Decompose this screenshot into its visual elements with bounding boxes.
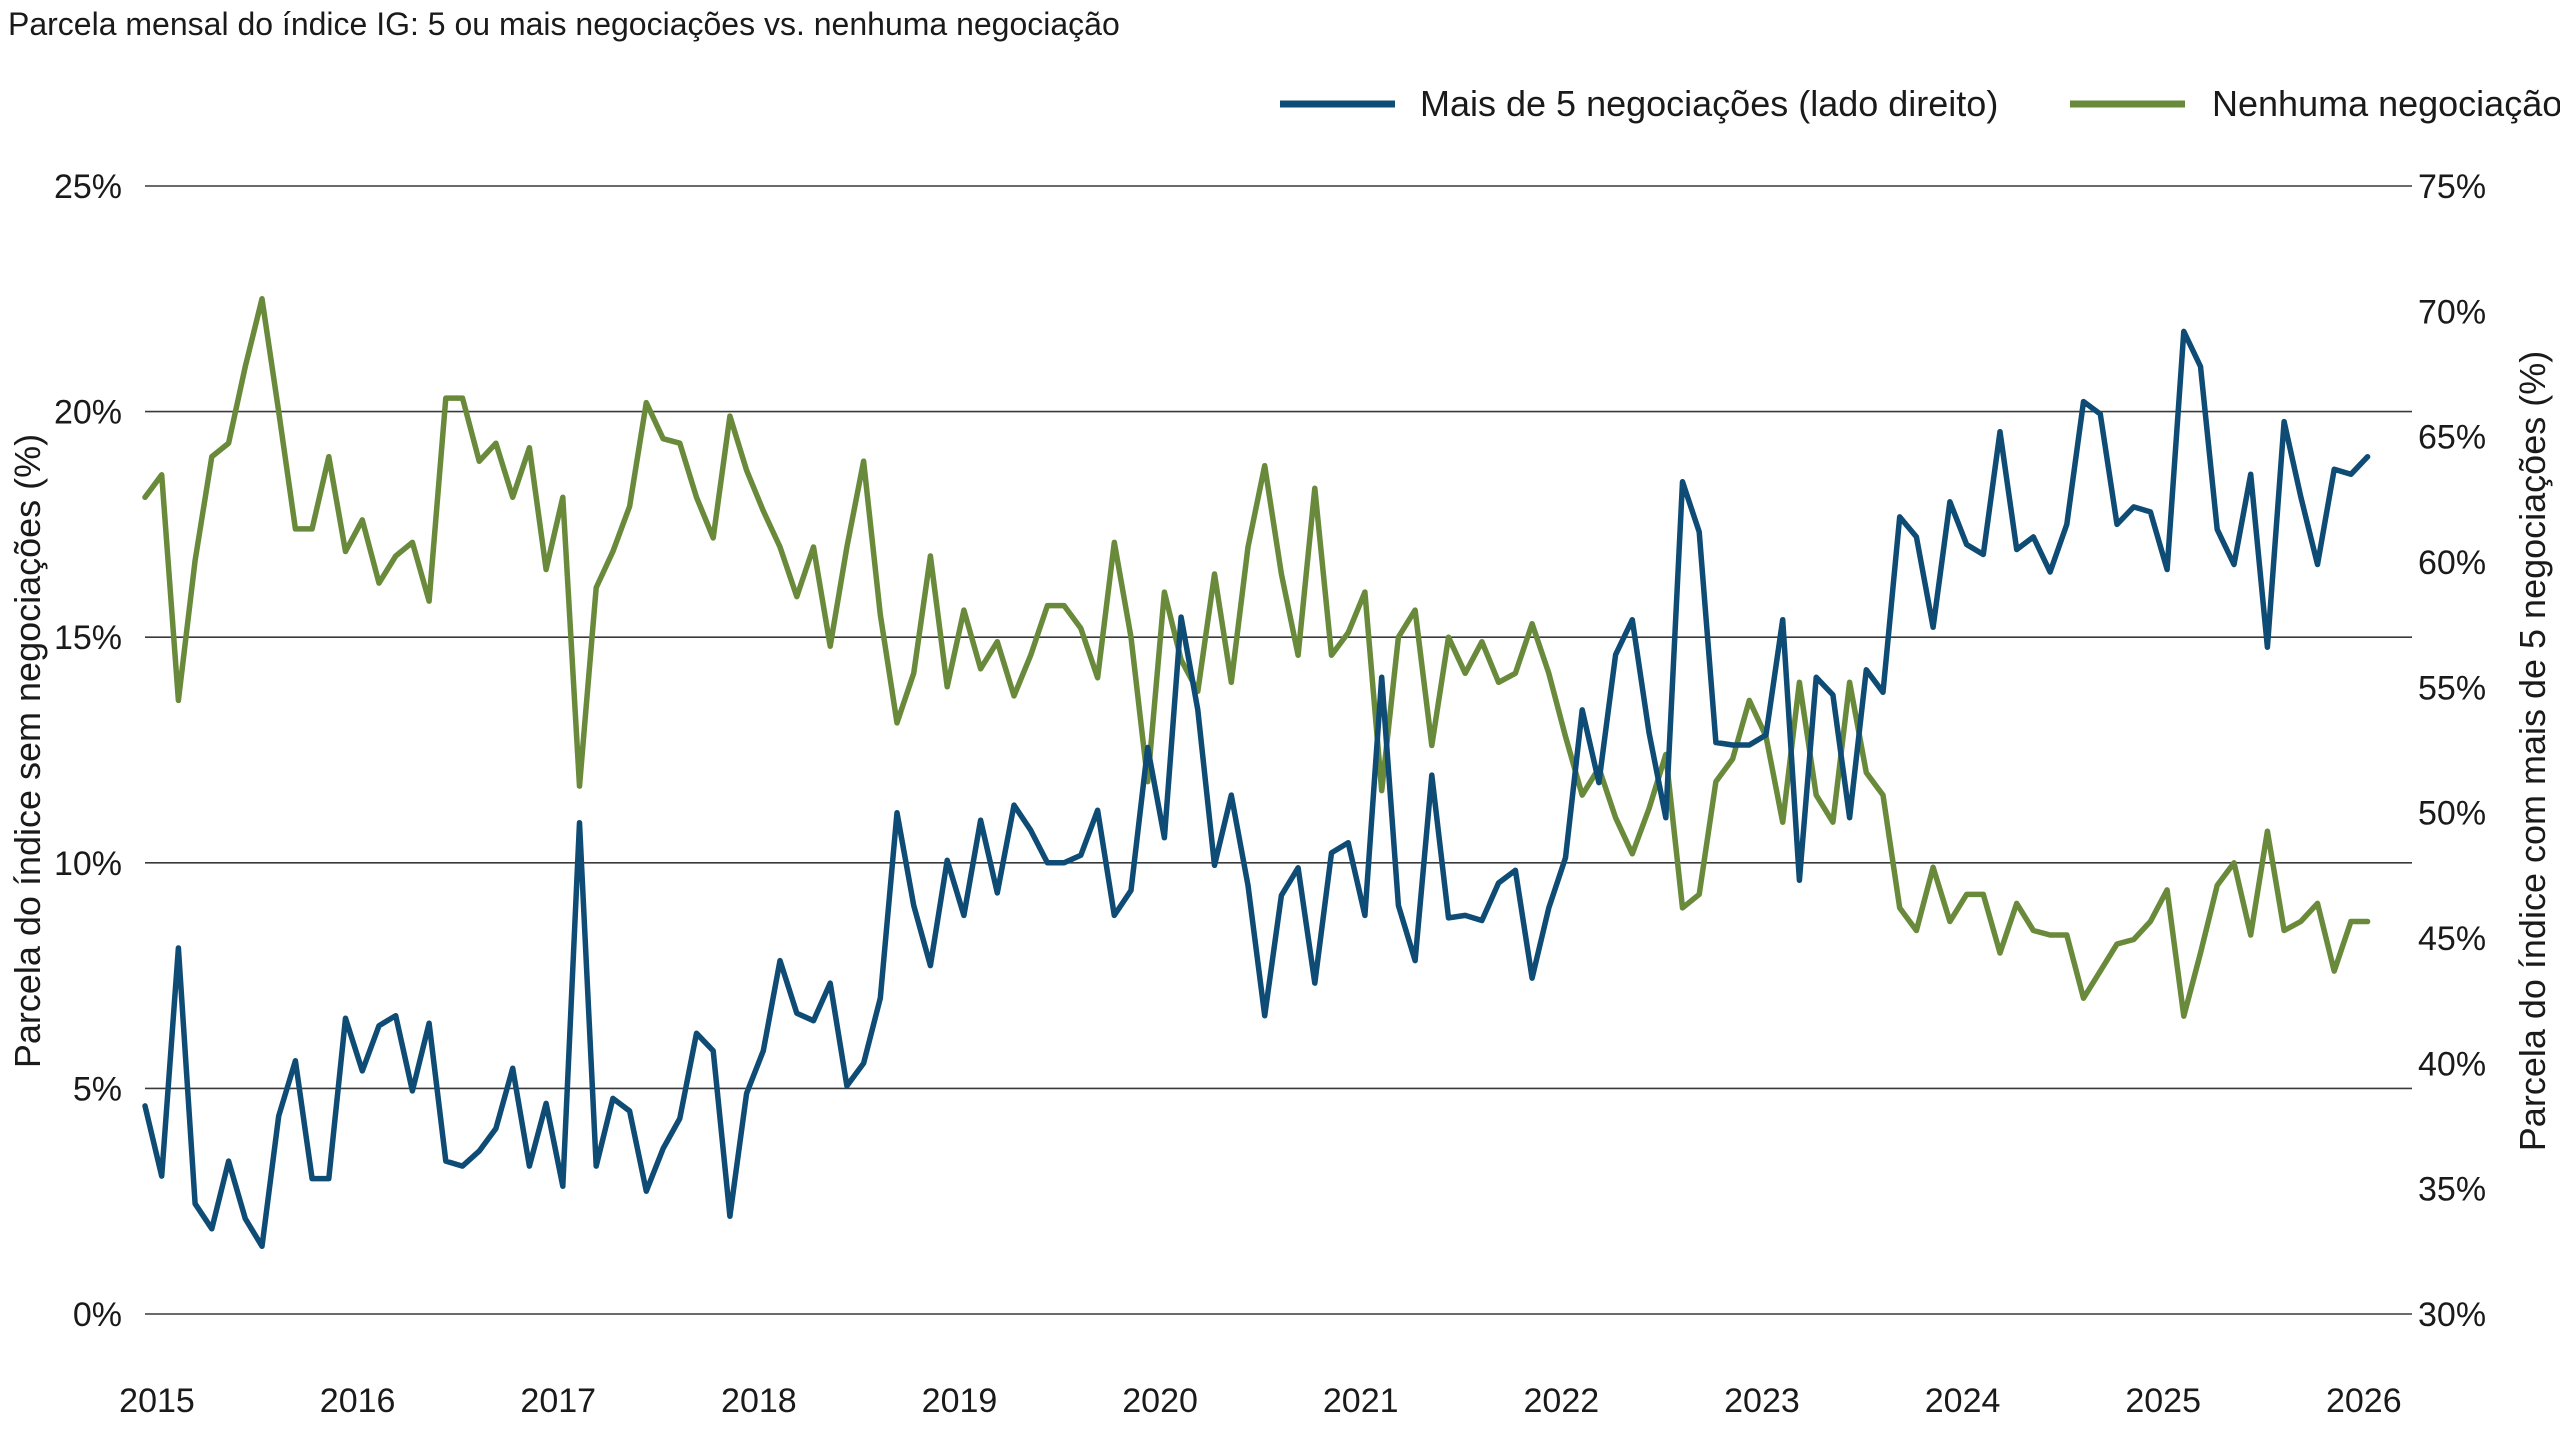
legend-label-series-2: Nenhuma negociação: [2212, 83, 2560, 124]
x-tick-label-6: 2021: [1323, 1382, 1399, 1420]
right-tick-label-3: 45%: [2418, 920, 2486, 958]
x-tick-label-5: 2020: [1122, 1382, 1198, 1420]
gridlines: [145, 185, 2412, 1315]
x-tick-label-11: 2026: [2326, 1382, 2402, 1420]
x-tick-label-4: 2019: [922, 1382, 998, 1420]
legend-label-series-1: Mais de 5 negociações (lado direito): [1420, 83, 1998, 124]
x-tick-label-7: 2022: [1524, 1382, 1600, 1420]
x-tick-label-1: 2016: [320, 1382, 396, 1420]
left-tick-label-4: 20%: [54, 394, 122, 432]
left-tick-label-0: 0%: [73, 1296, 122, 1334]
x-tick-label-3: 2018: [721, 1382, 797, 1420]
right-tick-label-4: 50%: [2418, 795, 2486, 833]
legend: Mais de 5 negociações (lado direito) Nen…: [1280, 83, 2560, 124]
x-tick-label-9: 2024: [1925, 1382, 2001, 1420]
right-axis-tick-labels: 30% 35% 40% 45% 50% 55% 60% 65% 70% 75%: [2418, 168, 2486, 1334]
left-tick-label-3: 15%: [54, 619, 122, 657]
x-axis-tick-labels: 2015 2016 2017 2018 2019 2020 2021 2022 2023 2024…: [119, 1382, 2401, 1420]
right-tick-label-5: 55%: [2418, 669, 2486, 707]
x-tick-label-0: 2015: [119, 1382, 195, 1420]
right-tick-label-8: 70%: [2418, 293, 2486, 331]
right-tick-label-0: 30%: [2418, 1296, 2486, 1334]
series-line-2: [142, 296, 2371, 1019]
left-axis-tick-labels: 0% 5% 10% 15% 20% 25%: [54, 168, 122, 1334]
right-tick-label-2: 40%: [2418, 1045, 2486, 1083]
x-tick-label-2: 2017: [520, 1382, 596, 1420]
right-tick-label-9: 75%: [2418, 168, 2486, 206]
left-axis-label: Parcela do índice sem negociações (%): [7, 434, 48, 1068]
x-tick-label-8: 2023: [1724, 1382, 1800, 1420]
series-line-1: [142, 328, 2371, 1250]
chart-title: Parcela mensal do índice IG: 5 ou mais n…: [8, 6, 1120, 42]
left-tick-label-2: 10%: [54, 845, 122, 883]
series-lines: [142, 296, 2371, 1250]
right-tick-label-6: 60%: [2418, 544, 2486, 582]
right-tick-label-7: 65%: [2418, 419, 2486, 457]
left-tick-label-1: 5%: [73, 1070, 122, 1108]
right-tick-label-1: 35%: [2418, 1171, 2486, 1209]
x-tick-label-10: 2025: [2125, 1382, 2201, 1420]
right-axis-label: Parcela do índice com mais de 5 negociaç…: [2512, 351, 2553, 1151]
left-tick-label-5: 25%: [54, 168, 122, 206]
